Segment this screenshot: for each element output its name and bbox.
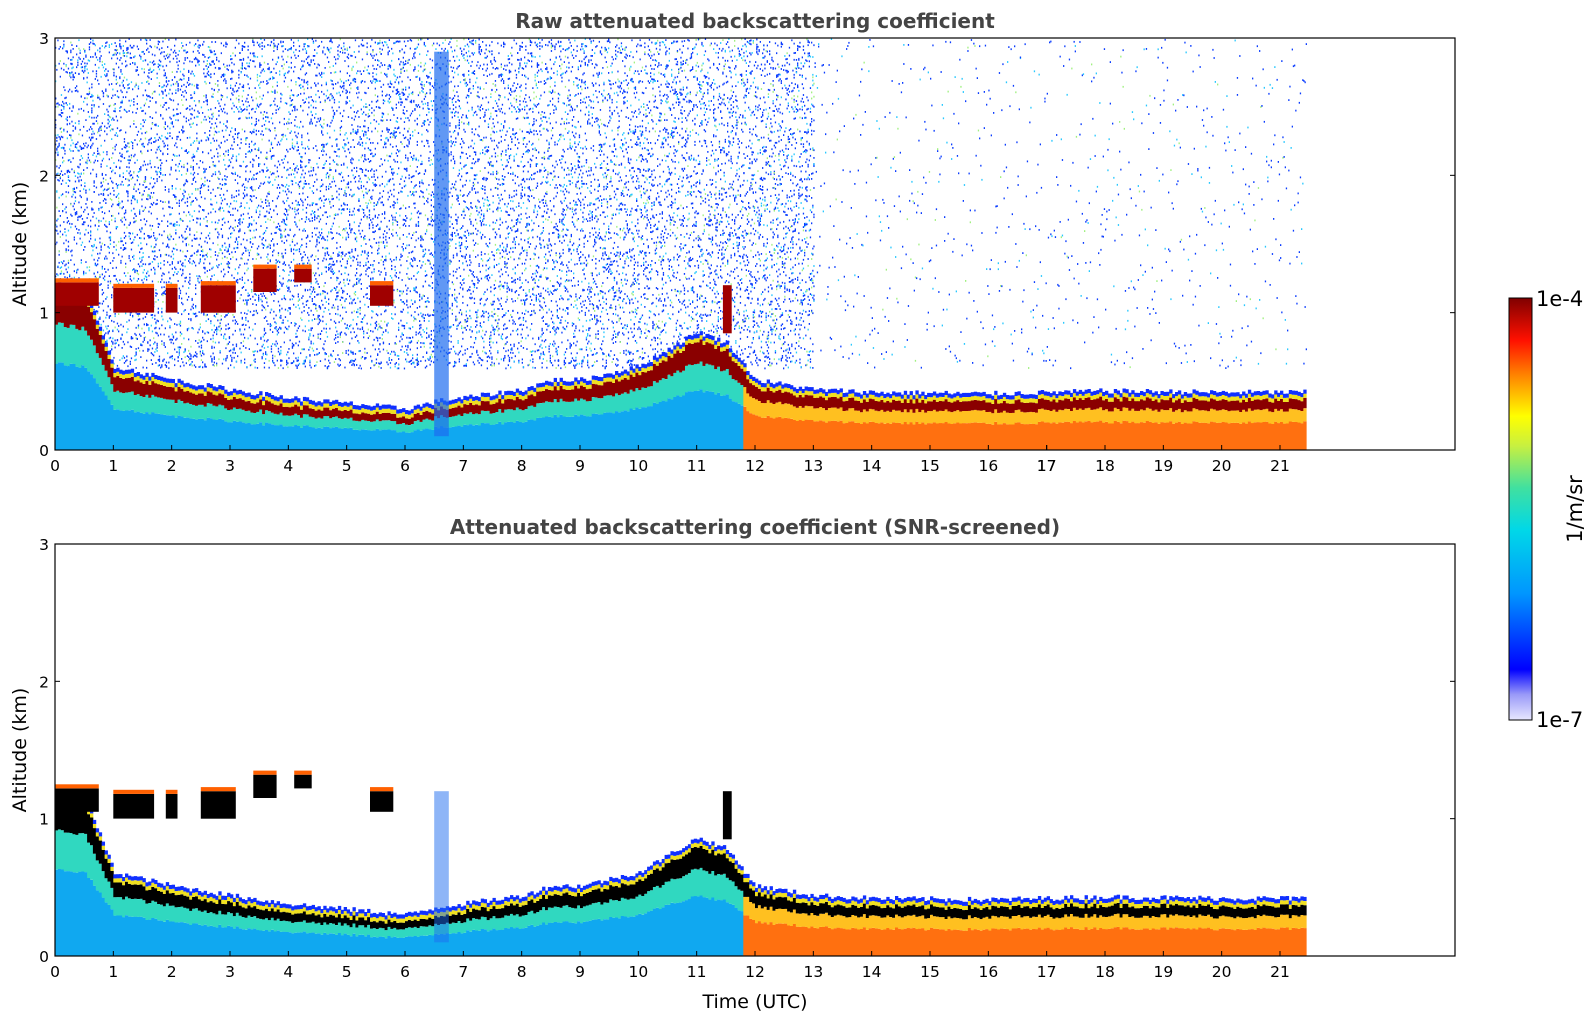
x-tick-label: 9: [575, 963, 585, 981]
x-tick-label: 4: [283, 963, 293, 981]
colorbar-unit-label: 1/m/sr: [1563, 475, 1587, 543]
y-tick-label: 0: [39, 442, 49, 460]
x-tick-label: 14: [862, 457, 882, 475]
x-tick-label: 14: [862, 963, 882, 981]
panel1-title: Raw attenuated backscattering coefficien…: [515, 9, 995, 33]
x-tick-label: 0: [50, 457, 60, 475]
x-tick-label: 19: [1153, 963, 1173, 981]
x-tick-label: 18: [1095, 457, 1115, 475]
x-tick-label: 16: [978, 963, 998, 981]
x-tick-label: 8: [517, 963, 527, 981]
x-tick-label: 20: [1212, 963, 1232, 981]
aerosol-layer-columns: [55, 790, 1307, 956]
y-tick-label: 0: [39, 948, 49, 966]
panel2-title: Attenuated backscattering coefficient (S…: [450, 515, 1060, 539]
x-tick-label: 2: [167, 963, 177, 981]
y-tick-label: 1: [39, 305, 49, 323]
x-tick-label: 16: [978, 457, 998, 475]
panel2-heatmap: [55, 771, 1307, 956]
y-tick-label: 3: [39, 536, 49, 554]
x-tick-label: 10: [628, 963, 648, 981]
y-tick-label: 2: [39, 673, 49, 691]
x-tick-label: 11: [687, 457, 707, 475]
x-tick-label: 8: [517, 457, 527, 475]
x-tick-label: 13: [803, 457, 823, 475]
aerosol-layer-columns: [55, 282, 1307, 450]
x-tick-label: 11: [687, 963, 707, 981]
x-tick-label: 10: [628, 457, 648, 475]
y-tick-label: 1: [39, 811, 49, 829]
panel1-heatmap: [55, 38, 1307, 450]
snr-screened-panel: Attenuated backscattering coefficient (S…: [9, 515, 1455, 1013]
panel2-ylabel: Altitude (km): [9, 688, 31, 813]
x-tick-label: 2: [167, 457, 177, 475]
x-tick-label: 17: [1037, 457, 1057, 475]
x-tick-label: 6: [400, 963, 410, 981]
figure: Raw attenuated backscattering coefficien…: [0, 0, 1595, 1020]
raw-backscatter-panel: Raw attenuated backscattering coefficien…: [9, 9, 1455, 475]
panel1-ylabel: Altitude (km): [9, 182, 31, 307]
x-tick-label: 20: [1212, 457, 1232, 475]
colorbar: 1e-4 1e-7 1/m/sr: [1509, 287, 1587, 732]
x-tick-label: 7: [458, 963, 468, 981]
colorbar-gradient: [1509, 298, 1532, 720]
panel2-xlabel: Time (UTC): [701, 991, 807, 1013]
y-tick-label: 3: [39, 30, 49, 48]
x-tick-label: 21: [1270, 457, 1290, 475]
x-tick-label: 19: [1153, 457, 1173, 475]
x-tick-label: 17: [1037, 963, 1057, 981]
x-tick-label: 15: [920, 457, 940, 475]
x-tick-label: 13: [803, 963, 823, 981]
x-tick-label: 6: [400, 457, 410, 475]
x-tick-label: 12: [745, 963, 765, 981]
x-tick-label: 12: [745, 457, 765, 475]
colorbar-max-label: 1e-4: [1536, 287, 1583, 311]
x-tick-label: 0: [50, 963, 60, 981]
x-tick-label: 15: [920, 963, 940, 981]
x-tick-label: 7: [458, 457, 468, 475]
x-tick-label: 4: [283, 457, 293, 475]
x-tick-label: 3: [225, 457, 235, 475]
x-tick-label: 1: [108, 963, 118, 981]
x-tick-label: 5: [342, 963, 352, 981]
x-tick-label: 3: [225, 963, 235, 981]
figure-canvas: Raw attenuated backscattering coefficien…: [0, 0, 1595, 1020]
x-tick-label: 5: [342, 457, 352, 475]
x-tick-label: 18: [1095, 963, 1115, 981]
x-tick-label: 9: [575, 457, 585, 475]
x-tick-label: 1: [108, 457, 118, 475]
x-tick-label: 21: [1270, 963, 1290, 981]
colorbar-min-label: 1e-7: [1536, 708, 1583, 732]
y-tick-label: 2: [39, 167, 49, 185]
noise-speckle: [55, 38, 1307, 369]
